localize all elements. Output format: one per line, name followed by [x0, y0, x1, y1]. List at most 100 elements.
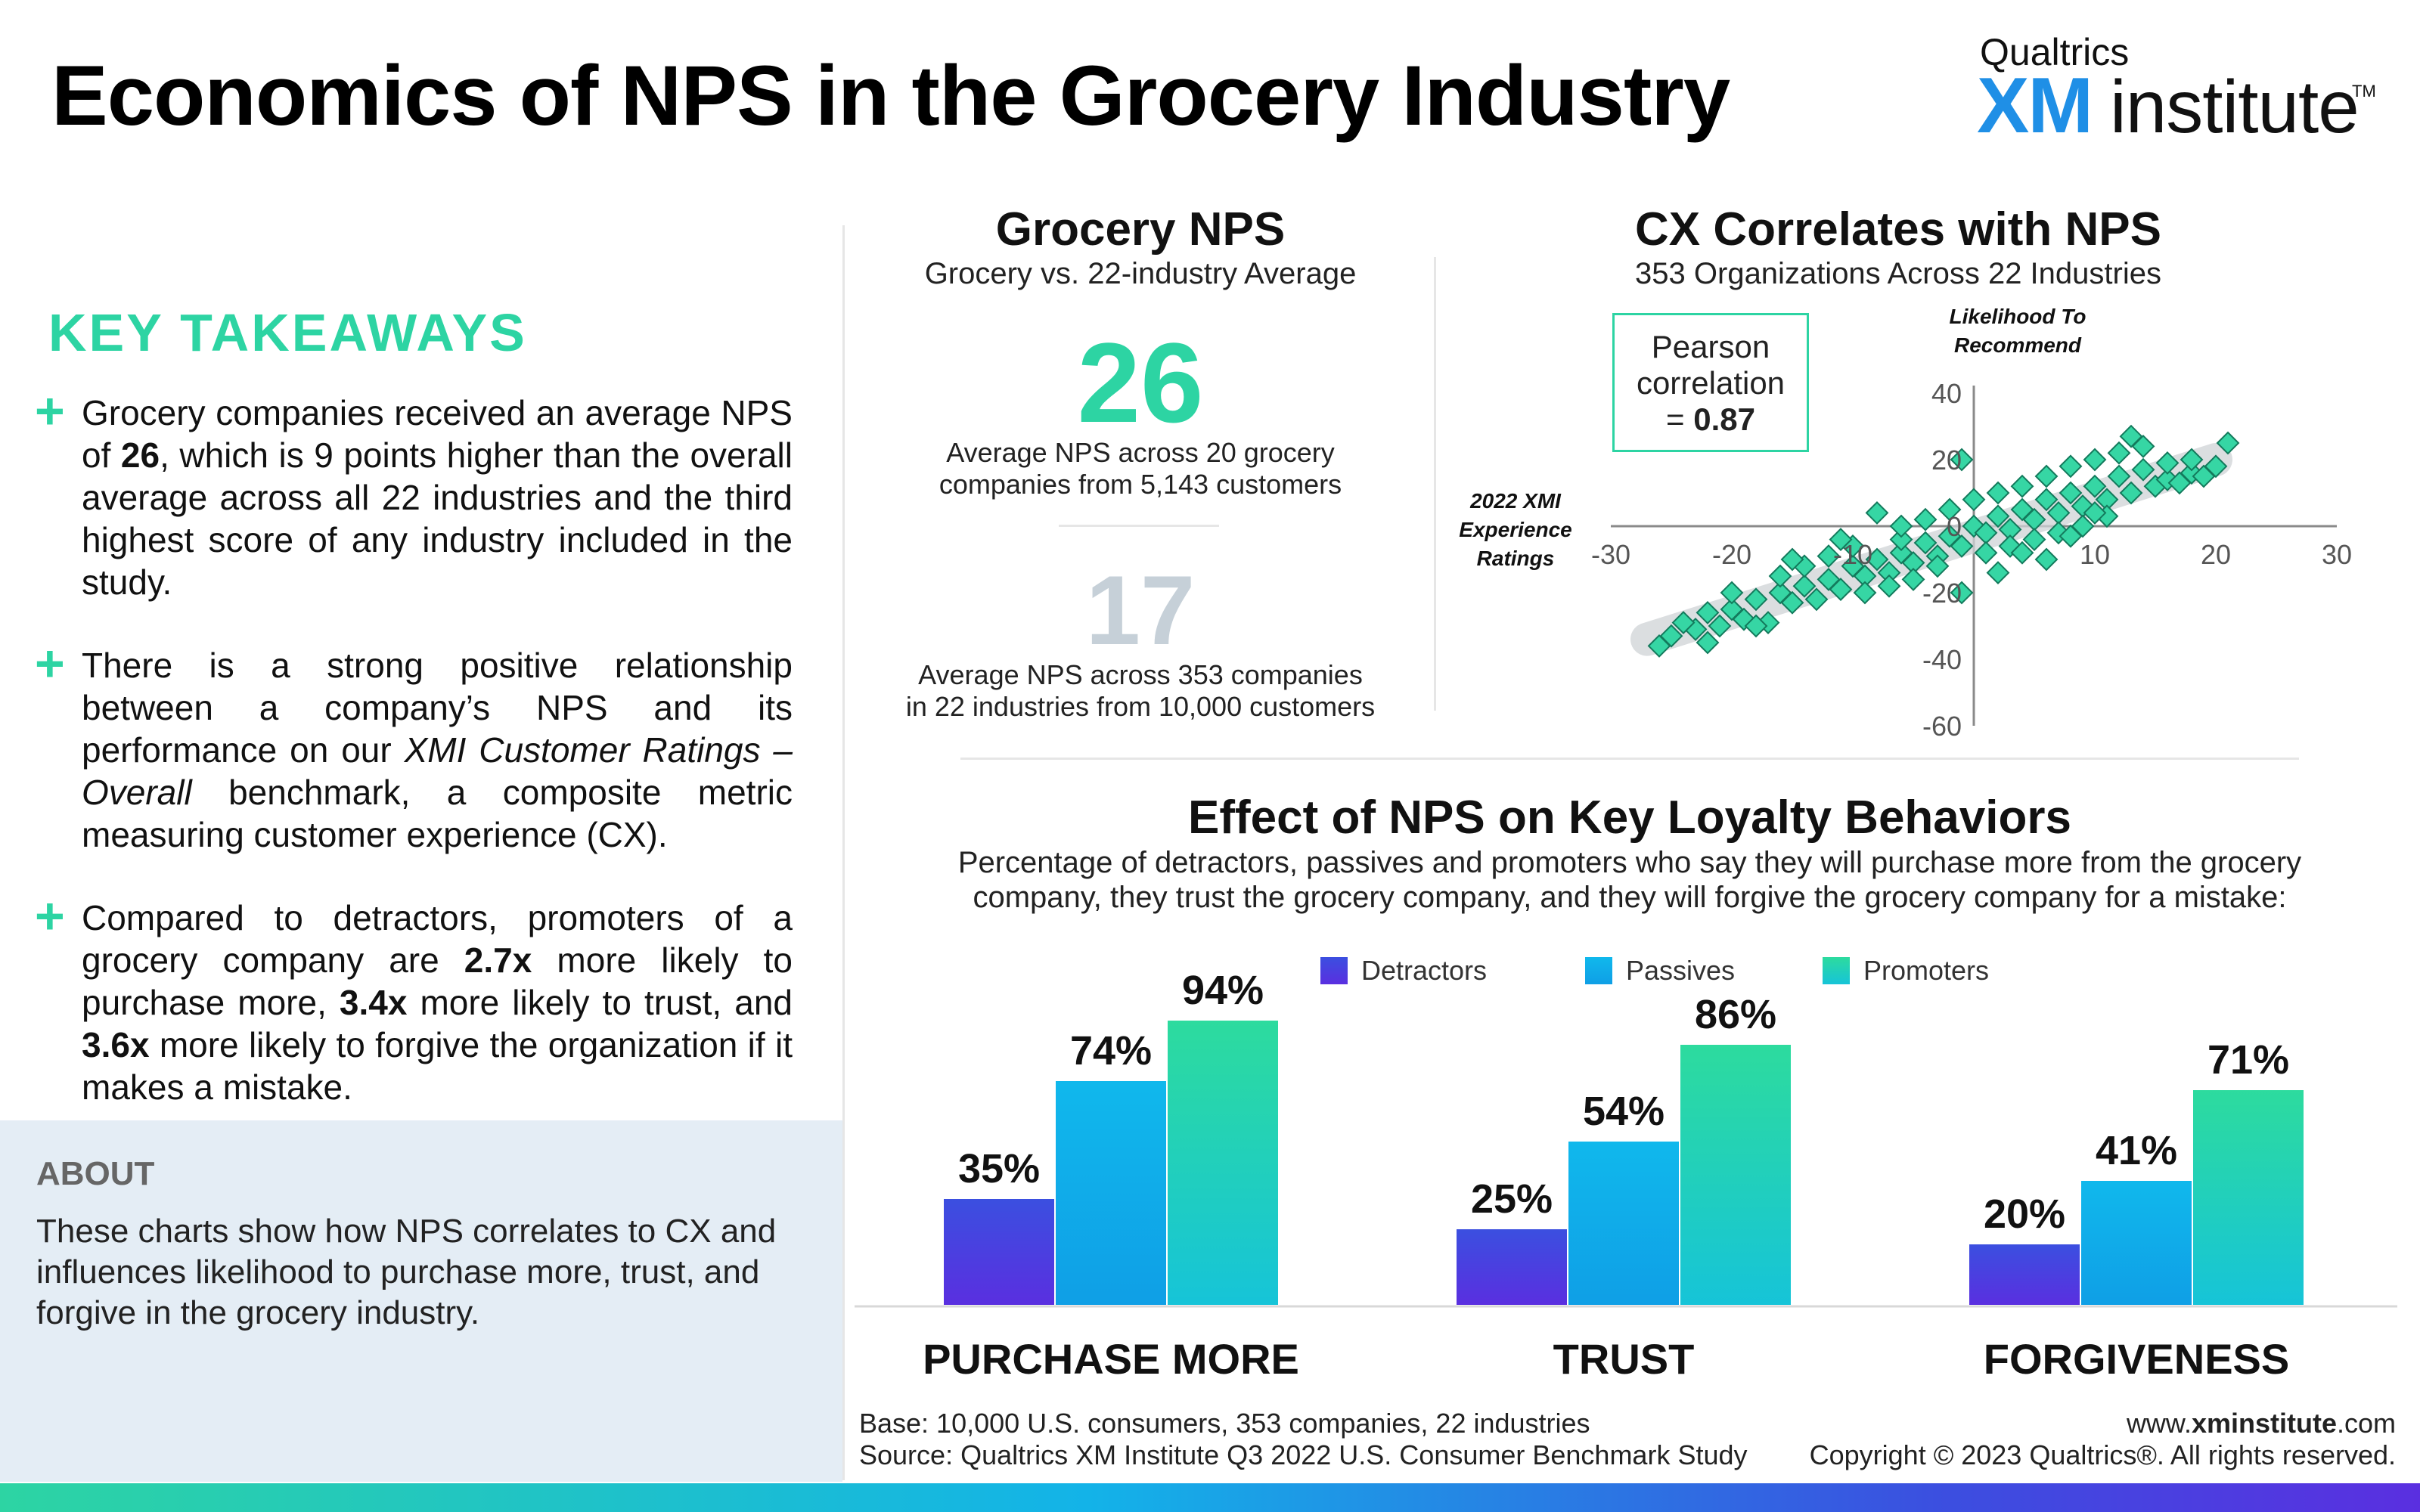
- scatter-point: [1853, 581, 1877, 605]
- scatter-point: [2059, 454, 2083, 479]
- scatter-point: [2059, 481, 2083, 505]
- industry-average-description: Average NPS across 353 companies in 22 i…: [876, 659, 1405, 723]
- footer-source: Source: Qualtrics XM Institute Q3 2022 U…: [859, 1439, 1748, 1470]
- x-tick-label: -10: [1833, 539, 1872, 570]
- divider: [1059, 525, 1219, 527]
- bar: [1168, 1021, 1278, 1305]
- loyalty-chart-subtitle: Percentage of detractors, passives and p…: [957, 846, 2302, 914]
- scatter-point: [2083, 500, 2107, 525]
- logo-company-name: Qualtrics: [1980, 31, 2130, 73]
- y-tick-label: -20: [1922, 578, 1962, 609]
- scatter-point: [1865, 547, 1889, 572]
- scatter-point: [1889, 528, 1913, 552]
- y-tick-label: 40: [1931, 378, 1962, 409]
- scatter-point: [1744, 587, 1768, 612]
- pearson-label: correlation: [1636, 365, 1786, 401]
- bar: [2193, 1090, 2304, 1305]
- scatter-point: [1950, 448, 1974, 472]
- pearson-value-line: = 0.87: [1615, 401, 1807, 438]
- legend-label: Detractors: [1361, 955, 1487, 986]
- scatter-point: [2204, 454, 2228, 479]
- scatter-point: [1792, 574, 1817, 598]
- category-label: TRUST: [1553, 1335, 1695, 1383]
- grocery-nps-subtitle: Grocery vs. 22-industry Average: [924, 257, 1357, 290]
- scatter-point: [1925, 554, 1950, 578]
- bar-value-label: 54%: [1583, 1089, 1665, 1134]
- scatter-point: [1986, 504, 2010, 528]
- scatter-point: [2010, 474, 2034, 498]
- bar-value-label: 35%: [958, 1146, 1040, 1191]
- about-heading: ABOUT: [36, 1155, 155, 1192]
- scatter-point: [2034, 464, 2059, 488]
- legend-swatch: [1585, 957, 1612, 984]
- bar: [1969, 1244, 2080, 1305]
- scatter-point: [2034, 547, 2059, 572]
- logo-trademark: TM: [2352, 82, 2376, 101]
- scatter-point: [1647, 634, 1671, 658]
- footer-credits: www.xminstitute.com Copyright © 2023 Qua…: [1664, 1408, 2396, 1471]
- logo-xm: XM: [1977, 62, 2093, 150]
- key-takeaways-heading: KEY TAKEAWAYS: [48, 303, 527, 362]
- plus-icon: +: [35, 383, 65, 440]
- bar: [1568, 1142, 1679, 1305]
- scatter-point: [2155, 451, 2180, 475]
- bar: [2081, 1181, 2192, 1305]
- scatter-point: [1986, 481, 2010, 505]
- scatter-point: [2119, 481, 2143, 505]
- plus-icon: +: [35, 888, 65, 945]
- y-tick-label: -60: [1922, 711, 1962, 742]
- takeaway-item: There is a strong positive relationship …: [82, 646, 793, 854]
- scatter-point: [1696, 631, 1720, 655]
- scatter-point: [1768, 564, 1792, 588]
- scatter-point: [1950, 581, 1974, 605]
- page-title: Economics of NPS in the Grocery Industry: [51, 48, 1730, 143]
- scatter-point: [2034, 488, 2059, 512]
- scatter-point: [2010, 541, 2034, 565]
- cx-scatter-chart: -30 -20 -10 10 20 30 40 20 -20 -40 -60 0 Likelihood …: [1459, 305, 2352, 742]
- pearson-value: 0.87: [1693, 401, 1755, 437]
- description-line: in 22 industries from 10,000 customers: [905, 691, 1376, 722]
- scatter-point: [1938, 497, 1962, 522]
- scatter-point: [1877, 574, 1901, 598]
- scatter-point: [1671, 611, 1696, 635]
- y-axis-label: Recommend: [1954, 333, 2082, 357]
- grocery-nps-value: 26: [1077, 319, 1204, 446]
- y-tick-label: 20: [1931, 445, 1962, 476]
- scatter-point: [1950, 534, 1974, 558]
- scatter-point: [1720, 581, 1744, 605]
- bar: [1457, 1229, 1567, 1305]
- bar-value-label: 20%: [1984, 1191, 2065, 1237]
- cx-chart-title: CX Correlates with NPS: [1635, 203, 2161, 256]
- x-axis-label: 2022 XMI: [1469, 489, 1562, 513]
- grocery-nps-description: Average NPS across 20 grocery companies …: [876, 437, 1405, 500]
- x-tick-label: 10: [2080, 539, 2110, 570]
- y-tick-label: 0: [1947, 511, 1962, 542]
- cx-chart-subtitle: 353 Organizations Across 22 Industries: [1635, 257, 2161, 290]
- legend-swatch: [1320, 957, 1348, 984]
- scatter-point: [1744, 614, 1768, 638]
- loyalty-chart-title: Effect of NPS on Key Loyalty Behaviors: [1188, 792, 2071, 844]
- about-text: These charts show how NPS correlates to …: [36, 1213, 777, 1331]
- industry-average-nps-value: 17: [1085, 555, 1196, 665]
- x-tick-label: -30: [1591, 539, 1630, 570]
- scatter-point: [2216, 431, 2240, 455]
- footer-url[interactable]: www.xminstitute.com: [1664, 1408, 2396, 1439]
- divider: [960, 758, 2299, 760]
- category-label: FORGIVENESS: [1984, 1335, 2290, 1383]
- category-label: PURCHASE MORE: [923, 1335, 1299, 1383]
- description-line: Average NPS across 20 grocery: [946, 437, 1335, 468]
- logo-institute: institute: [2110, 65, 2360, 148]
- scatter-point: [1780, 547, 1804, 572]
- scatter-point: [1696, 600, 1720, 624]
- takeaway-item: Grocery companies received an average NP…: [82, 393, 793, 602]
- x-axis-label: Ratings: [1477, 547, 1555, 570]
- scatter-point: [2131, 434, 2155, 458]
- scatter-point: [2083, 474, 2107, 498]
- bar-value-label: 86%: [1695, 992, 1776, 1037]
- x-axis-label: Experience: [1459, 518, 1571, 541]
- description-line: Average NPS across 353 companies: [918, 659, 1363, 690]
- scatter-point: [1865, 500, 1889, 525]
- pearson-prefix: =: [1666, 401, 1694, 437]
- y-axis-label: Likelihood To: [1950, 305, 2086, 328]
- bar-value-label: 41%: [2096, 1128, 2177, 1173]
